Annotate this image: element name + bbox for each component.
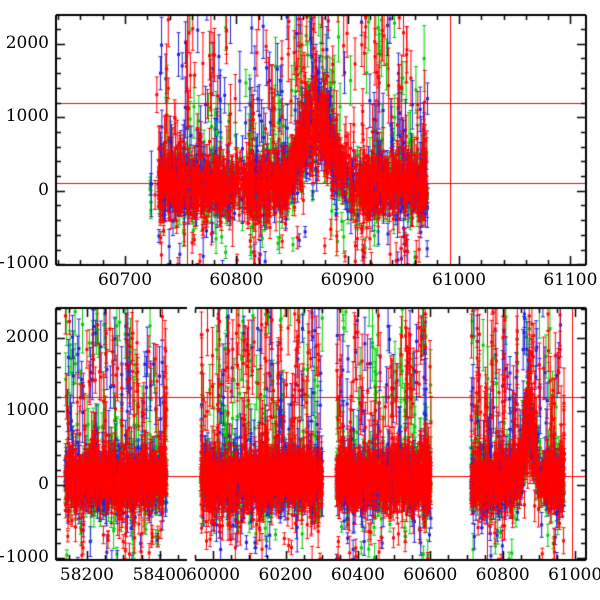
- x-axis-tick-label: 61000: [432, 270, 487, 290]
- x-axis-tick-label: 60600: [403, 565, 458, 585]
- x-axis-tick-label: 60800: [475, 565, 530, 585]
- x-axis-tick-label: 58400: [132, 565, 187, 585]
- x-axis-tick-label: 61100: [543, 270, 598, 290]
- x-axis-tick-label: 60200: [258, 565, 313, 585]
- x-axis-tick-label: 60700: [97, 270, 153, 290]
- x-axis-tick-label: 60000: [186, 565, 241, 585]
- x-axis-tick-label: 58200: [59, 565, 114, 585]
- y-axis-tick-label: 2000: [5, 327, 49, 348]
- y-axis-tick-label: 2000: [5, 32, 49, 53]
- x-axis-tick-label: 61000: [548, 565, 600, 585]
- x-axis-tick-label: 60900: [320, 270, 375, 290]
- y-axis-tick-label: −1000: [0, 546, 49, 567]
- y-axis-tick-label: 1000: [5, 106, 49, 127]
- x-axis-tick-label: 60800: [209, 270, 264, 290]
- y-axis-tick-label: 1000: [5, 400, 49, 421]
- y-axis-tick-label: 0: [38, 179, 49, 200]
- y-axis-tick-label: −1000: [0, 253, 49, 274]
- x-axis-tick-label: 60400: [330, 565, 385, 585]
- y-axis-tick-label: 0: [38, 473, 49, 494]
